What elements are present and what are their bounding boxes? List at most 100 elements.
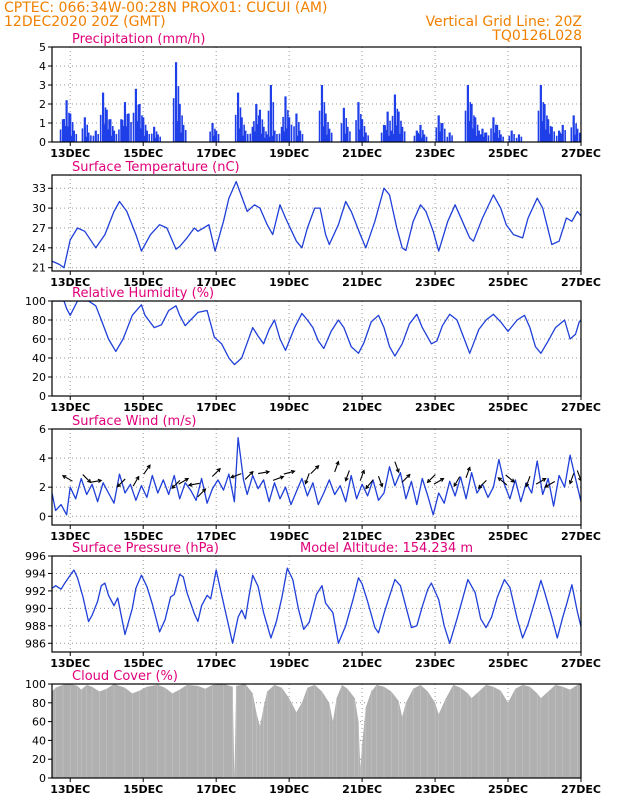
precip-bar	[239, 107, 242, 142]
wind-arrow-shaft	[132, 476, 140, 487]
y-tick-label: 60	[32, 716, 46, 729]
x-tick-label: 27DEC	[561, 147, 601, 160]
precip-bar	[391, 115, 394, 142]
wind-arrow-head	[335, 460, 340, 466]
precip-bar	[290, 124, 293, 142]
y-tick-label: 5	[39, 41, 46, 54]
plot-area	[52, 180, 581, 269]
precip-bar	[564, 130, 566, 142]
precip-bar	[510, 130, 513, 142]
precip-bar	[420, 137, 423, 142]
precip-bar	[134, 88, 138, 142]
panel-precip: 0 1 2 3 4 5 13DEC 15DEC 17DEC 19DEC 21DEC 23DEC 25DE…	[39, 32, 601, 160]
precip-bar	[251, 126, 254, 142]
y-tick-label: 80	[32, 697, 46, 710]
x-tick-label: 27DEC	[561, 783, 601, 796]
precip-bar	[380, 132, 383, 142]
precip-bar	[296, 135, 299, 142]
precip-bar	[267, 110, 270, 142]
precip-bar	[542, 102, 545, 142]
y-tick-label: 986	[25, 637, 46, 650]
precip-bar	[477, 130, 480, 142]
y-tick-label: 21	[32, 262, 46, 275]
precip-bar	[422, 130, 424, 142]
precip-bar	[86, 124, 89, 142]
y-tick-label: 100	[25, 678, 46, 691]
precip-bar	[103, 124, 106, 142]
precip-bar	[495, 124, 499, 142]
wind-arrow	[505, 474, 515, 483]
precip-bar	[539, 85, 542, 142]
y-tick-label: 4	[39, 452, 46, 465]
precip-bar	[537, 110, 540, 142]
panel-rh: 0 20 40 60 80 100 13DEC 15DEC 17DEC 19DEC 21DEC 23D…	[25, 286, 601, 414]
precip-bar	[144, 124, 147, 142]
wind-arrow	[535, 478, 547, 485]
y-tick-label: 994	[25, 567, 46, 580]
precip-bar	[466, 85, 470, 142]
precip-bar	[451, 135, 453, 142]
precip-bar	[85, 136, 87, 142]
x-tick-label: 21DEC	[342, 276, 382, 289]
wind-arrow-shaft	[505, 474, 515, 483]
wind-arrow-head	[466, 466, 471, 471]
precip-bar	[423, 134, 426, 142]
x-tick-label: 19DEC	[269, 530, 309, 543]
wind-arrow-shaft	[304, 473, 310, 484]
precip-bar	[217, 134, 220, 142]
precip-bar	[109, 119, 112, 142]
precip-bar	[266, 134, 269, 142]
y-tick-label: 988	[25, 620, 46, 633]
precip-bar	[120, 119, 123, 142]
wind-arrow	[211, 467, 221, 477]
plot-area	[59, 62, 581, 142]
y-tick-label: 40	[32, 734, 46, 747]
precip-bar	[473, 115, 475, 142]
precip-bar	[141, 115, 143, 142]
y-tick-label: 0	[39, 390, 46, 403]
wind-arrow-head	[578, 477, 581, 482]
x-tick-label: 23DEC	[415, 783, 455, 796]
precip-bar	[487, 135, 490, 142]
wind-arrow-shaft	[465, 467, 471, 478]
precip-bar	[115, 134, 118, 142]
precip-bar	[104, 107, 107, 142]
precip-bar	[282, 116, 284, 142]
precip-bar	[180, 132, 182, 142]
precip-bar	[484, 132, 486, 142]
x-tick-label: 23DEC	[415, 657, 455, 670]
precip-bar	[132, 112, 135, 142]
precip-bar	[111, 126, 114, 142]
wind-arrow	[426, 474, 436, 484]
x-tick-label: 17DEC	[196, 530, 236, 543]
precip-bar	[301, 134, 304, 142]
precip-bar	[364, 132, 367, 142]
precip-bar	[159, 136, 161, 142]
precip-bar	[184, 130, 187, 142]
precip-bar	[548, 133, 551, 142]
precip-bar	[441, 123, 444, 142]
precip-bar	[182, 124, 185, 142]
precip-bar	[502, 136, 504, 142]
precip-bar	[492, 117, 495, 142]
wind-arrow	[310, 464, 320, 475]
pressure-line	[52, 567, 581, 644]
y-tick-label: 40	[32, 352, 46, 365]
precip-bar	[349, 131, 351, 142]
precip-bar	[136, 121, 138, 142]
precip-bar	[150, 133, 153, 142]
wind-arrow-head	[365, 484, 370, 490]
wind-arrow	[453, 476, 461, 488]
precip-bar	[476, 124, 479, 142]
model-id: TQ0126L028	[492, 28, 582, 44]
precip-bar	[513, 134, 515, 142]
precip-bar	[561, 124, 564, 142]
precip-bar	[268, 136, 271, 142]
panel-title: Surface Pressure (hPa)	[72, 541, 219, 556]
precip-bar	[390, 130, 393, 142]
wind-arrow-head	[184, 478, 190, 482]
precip-bar	[257, 115, 260, 142]
precip-bar	[122, 126, 125, 142]
precip-bar	[344, 133, 346, 142]
x-tick-label: 15DEC	[123, 657, 163, 670]
